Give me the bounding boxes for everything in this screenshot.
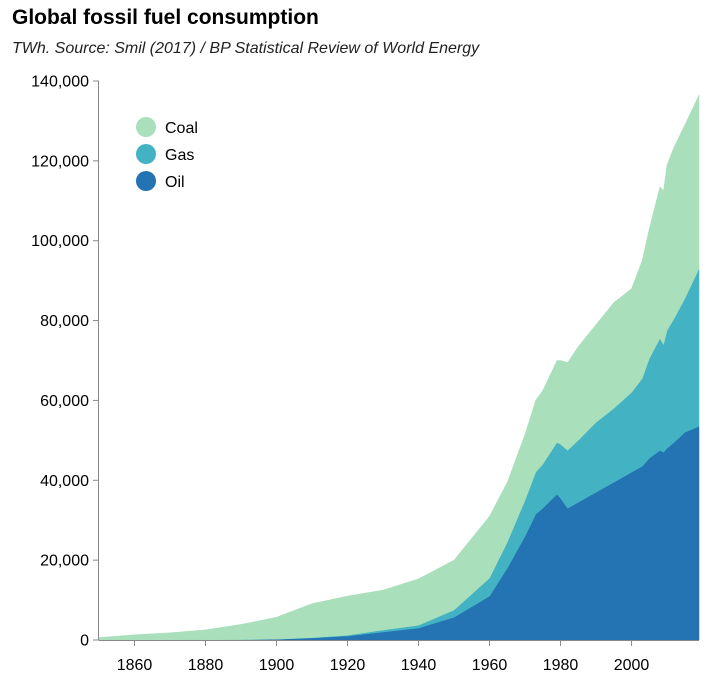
y-tick: 60,000 xyxy=(40,393,99,410)
x-tick-label: 1980 xyxy=(543,657,579,674)
legend: Coal Gas Oil xyxy=(136,117,198,191)
x-tick: 1900 xyxy=(259,640,295,674)
x-tick-label: 2000 xyxy=(614,657,650,674)
x-tick: 1960 xyxy=(472,640,508,674)
y-tick: 120,000 xyxy=(31,153,99,170)
y-tick-label: 80,000 xyxy=(40,313,89,330)
x-tick: 1980 xyxy=(543,640,579,674)
x-tick: 1860 xyxy=(117,640,153,674)
y-tick-label: 40,000 xyxy=(40,473,89,490)
y-tick: 0 xyxy=(80,633,99,650)
x-tick: 1880 xyxy=(188,640,224,674)
x-tick-label: 1920 xyxy=(330,657,366,674)
legend-item-gas: Gas xyxy=(136,144,194,164)
legend-item-coal: Coal xyxy=(136,117,198,137)
y-tick: 100,000 xyxy=(31,233,99,250)
x-tick-label: 1900 xyxy=(259,657,295,674)
legend-swatch xyxy=(136,144,156,164)
y-tick-label: 140,000 xyxy=(31,74,89,91)
legend-label: Coal xyxy=(165,120,198,137)
y-tick-label: 0 xyxy=(80,633,89,650)
x-tick-label: 1960 xyxy=(472,657,508,674)
x-tick: 1940 xyxy=(401,640,437,674)
y-tick-label: 20,000 xyxy=(40,553,89,570)
chart-subtitle: TWh. Source: Smil (2017) / BP Statistica… xyxy=(12,40,480,57)
y-tick: 80,000 xyxy=(40,313,99,330)
y-tick-label: 60,000 xyxy=(40,393,89,410)
x-tick-label: 1940 xyxy=(401,657,437,674)
y-tick: 40,000 xyxy=(40,473,99,490)
axes-layer: 0 20,000 40,000 60,000 80,000 100,000 120,000 1… xyxy=(31,74,699,674)
legend-label: Gas xyxy=(165,147,194,164)
x-tick: 1920 xyxy=(330,640,366,674)
y-tick-label: 100,000 xyxy=(31,233,89,250)
y-tick-label: 120,000 xyxy=(31,153,89,170)
chart-title: Global fossil fuel consumption xyxy=(12,6,319,29)
legend-swatch xyxy=(136,117,156,137)
legend-swatch xyxy=(136,171,156,191)
legend-item-oil: Oil xyxy=(136,171,185,191)
y-tick: 20,000 xyxy=(40,553,99,570)
x-tick-label: 1860 xyxy=(117,657,153,674)
legend-label: Oil xyxy=(165,174,185,191)
area-coal xyxy=(98,94,700,641)
x-tick-label: 1880 xyxy=(188,657,224,674)
y-tick: 140,000 xyxy=(31,74,99,91)
area-layer xyxy=(98,94,700,641)
x-tick: 2000 xyxy=(614,640,650,674)
